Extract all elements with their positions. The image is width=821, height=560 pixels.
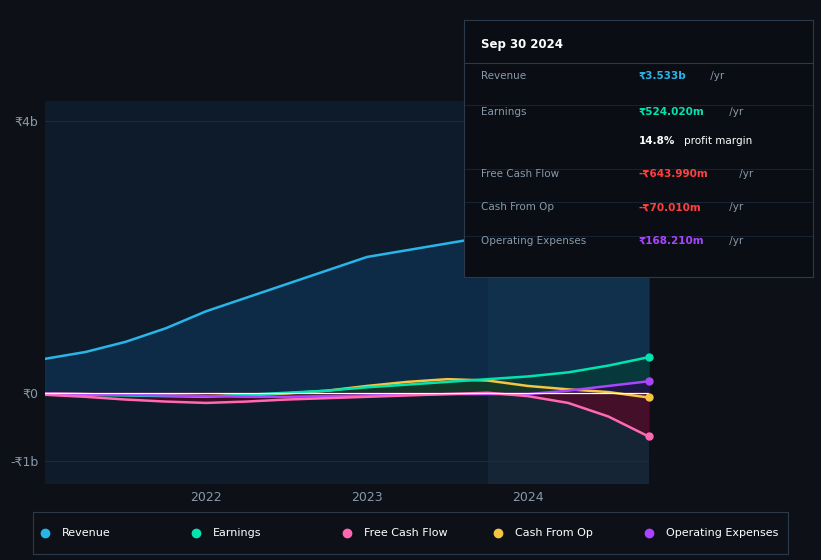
Text: Revenue: Revenue [62, 529, 110, 538]
Text: Operating Expenses: Operating Expenses [666, 529, 778, 538]
Text: ₹3.533b: ₹3.533b [639, 71, 686, 81]
Text: Free Cash Flow: Free Cash Flow [481, 169, 559, 179]
Text: Cash From Op: Cash From Op [515, 529, 593, 538]
Text: -₹643.990m: -₹643.990m [639, 169, 708, 179]
Text: Cash From Op: Cash From Op [481, 203, 554, 212]
Text: /yr: /yr [727, 107, 744, 117]
Text: Operating Expenses: Operating Expenses [481, 236, 586, 246]
Text: Revenue: Revenue [481, 71, 526, 81]
Text: Free Cash Flow: Free Cash Flow [364, 529, 447, 538]
Text: Earnings: Earnings [481, 107, 527, 117]
Text: 14.8%: 14.8% [639, 136, 675, 146]
Text: ₹524.020m: ₹524.020m [639, 107, 704, 117]
Text: /yr: /yr [707, 71, 724, 81]
Text: Sep 30 2024: Sep 30 2024 [481, 38, 563, 50]
Text: -₹70.010m: -₹70.010m [639, 203, 701, 212]
Bar [488, 101, 649, 484]
Text: Earnings: Earnings [213, 529, 261, 538]
Text: /yr: /yr [727, 203, 744, 212]
Text: /yr: /yr [736, 169, 754, 179]
Text: ₹168.210m: ₹168.210m [639, 236, 704, 246]
Text: /yr: /yr [727, 236, 744, 246]
Text: profit margin: profit margin [684, 136, 752, 146]
